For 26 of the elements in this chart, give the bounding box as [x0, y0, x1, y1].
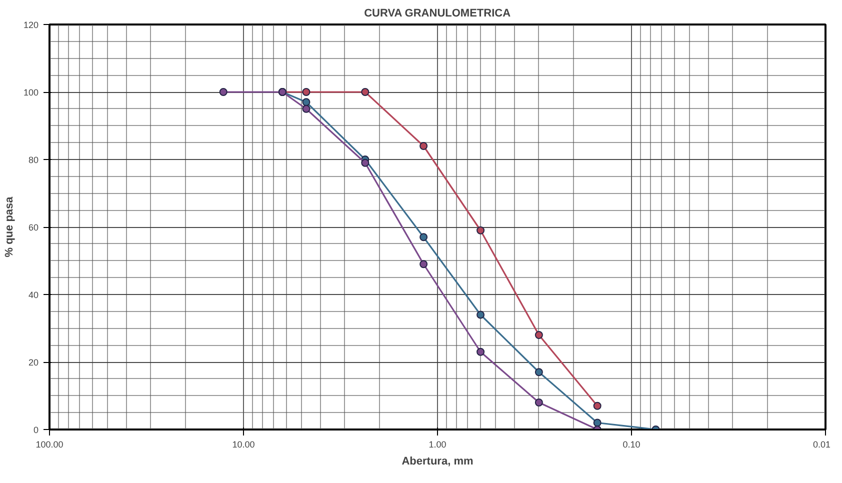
- point: [534, 368, 543, 376]
- y-tick-label: 100: [23, 88, 39, 98]
- x-tick-label: 0.10: [622, 440, 640, 450]
- point: [476, 310, 485, 319]
- point: [302, 98, 310, 106]
- y-tick-label: 60: [28, 222, 39, 232]
- point: [420, 233, 428, 242]
- y-tick-label: 40: [28, 290, 39, 300]
- y-tick-label: 80: [28, 155, 39, 165]
- point: [476, 226, 485, 234]
- point: [302, 88, 310, 96]
- chart-title: CURVA GRANULOMETRICA: [364, 8, 511, 20]
- x-axis-title: Abertura, mm: [402, 456, 474, 468]
- point: [361, 88, 370, 96]
- x-tick-label: 1.00: [428, 440, 446, 450]
- point: [420, 142, 428, 150]
- x-tick-label: 10.00: [232, 440, 255, 450]
- point: [593, 402, 602, 410]
- y-axis-title: % que pasa: [3, 196, 16, 258]
- point: [534, 331, 543, 339]
- y-tick-label: 120: [23, 20, 39, 30]
- x-tick-label: 0.01: [812, 440, 831, 450]
- y-tick-label: 20: [28, 358, 39, 368]
- point: [593, 418, 602, 427]
- y-tick-label: 0: [33, 425, 39, 435]
- x-tick-label: 100.00: [36, 440, 64, 450]
